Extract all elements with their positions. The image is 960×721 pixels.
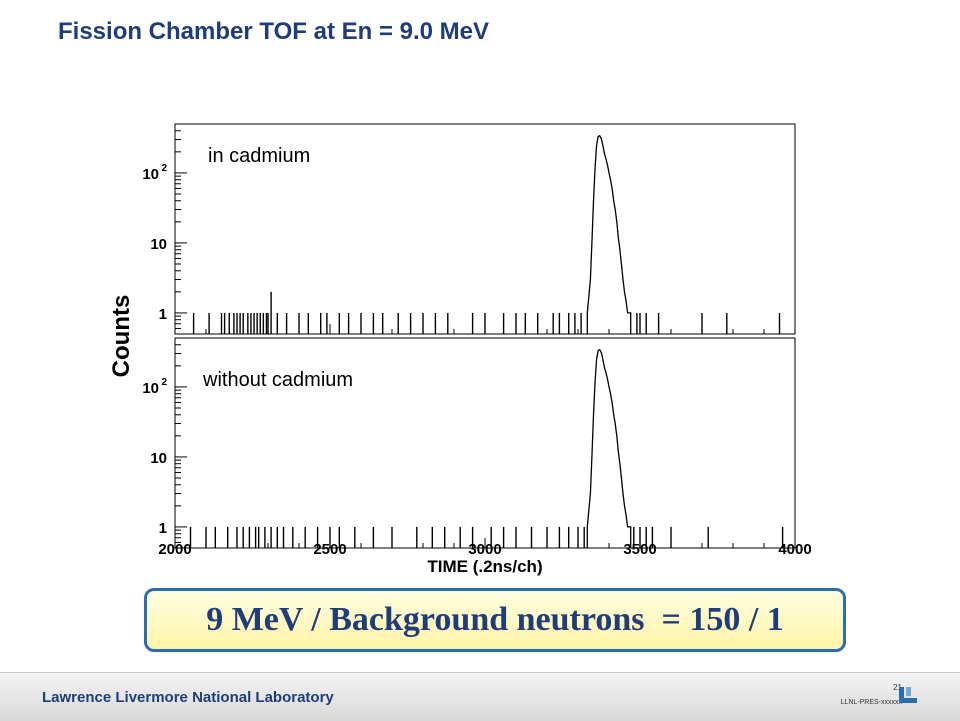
background-bars [192,291,781,334]
x-axis-label: TIME (.2ns/ch) [427,557,542,576]
panel-label: in cadmium [208,145,310,167]
background-bars [189,526,784,548]
llnl-logo-icon [899,687,917,703]
x-tick-label: 4000 [778,541,811,558]
lab-name: Lawrence Livermore National Laboratory [42,689,334,706]
peak-trace [586,348,632,548]
x-tick-label: 2000 [158,541,191,558]
y-tick-label: 1 [159,306,167,323]
peak-trace [586,134,632,334]
page-number: 21 [893,683,902,692]
y-tick-label: 10 [150,236,167,253]
footer-bar: Lawrence Livermore National Laboratory 2… [0,672,960,721]
document-code: LLNL-PRES-xxxxxx [840,699,902,706]
y-axis-label: Counts [108,295,135,378]
x-tick-labels: 2000 2500 3000 3500 4000 [158,541,811,558]
y-tick-label: 1 [159,520,167,537]
slide-title: Fission Chamber TOF at En = 9.0 MeV [58,18,490,45]
x-tick-label: 3000 [468,541,501,558]
y-tick-label: 10 [150,450,167,467]
ratio-callout-text: 9 MeV / Background neutrons = 150 / 1 [206,601,784,638]
y-tick-label: 10 [142,166,159,183]
y-tick-label-exponent: 2 [161,163,167,174]
x-tick-label: 2500 [313,541,346,558]
y-tick-label-exponent: 2 [161,377,167,388]
panel-label: without cadmium [202,369,353,391]
x-tick-label: 3500 [623,541,656,558]
ratio-callout: 9 MeV / Background neutrons = 150 / 1 [144,588,846,652]
y-tick-label: 10 [142,380,159,397]
